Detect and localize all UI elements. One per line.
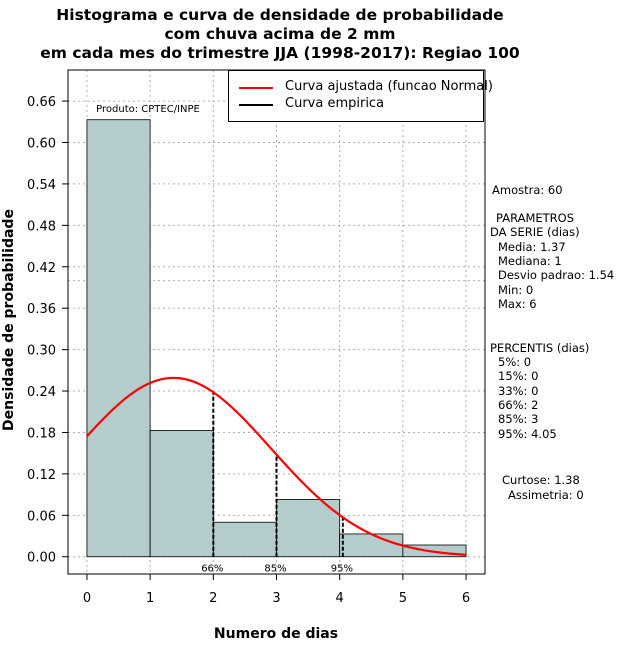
stat-assimetria: Assimetria: 0	[508, 488, 584, 502]
histogram-bar-1	[149, 429, 214, 558]
percentile-label-2: 95%	[331, 564, 353, 575]
y-tick-label: 0.00	[27, 551, 56, 566]
histogram-bar-2	[212, 521, 277, 558]
y-tick-label: 0.42	[27, 261, 56, 276]
axes-layer: 0 1 2 3 4 5 6 0.00 0.06 0.12 0.18 0.24 0.30 0.36 0.42 0…	[27, 95, 470, 606]
x-axis-label: Numero de dias	[214, 626, 338, 642]
y-tick-label: 0.30	[27, 344, 56, 359]
product-label: Produto: CPTEC/INPE	[96, 104, 200, 115]
y-tick-label: 0.06	[27, 509, 56, 524]
stat-param-title-1: PARAMETROS	[496, 211, 575, 225]
x-tick-label: 0	[83, 591, 91, 606]
stat-p85: 85%: 3	[498, 412, 539, 426]
percentile-label-0: 66%	[201, 564, 223, 575]
fitted-line-swatch	[239, 87, 273, 89]
fitted-normal-curve	[86, 376, 467, 556]
y-tick-label: 0.12	[27, 468, 56, 483]
y-tick-label: 0.48	[27, 219, 56, 234]
histogram-bar-4	[339, 533, 404, 558]
stat-p66: 66%: 2	[498, 398, 539, 412]
curve-layer	[86, 376, 467, 556]
x-tick-label: 6	[462, 591, 470, 606]
y-tick-label: 0.18	[27, 426, 56, 441]
percentile-layer: 66% 85% 95%	[201, 392, 353, 575]
y-tick-label: 0.24	[27, 385, 56, 400]
stat-mediana: Mediana: 1	[498, 254, 562, 268]
stat-media: Media: 1.37	[498, 240, 566, 254]
stat-perc-title: PERCENTIS (dias)	[490, 341, 590, 355]
y-axis-label: Densidade de probabilidade	[1, 209, 17, 431]
x-tick-label: 4	[336, 591, 344, 606]
stat-p95: 95%: 4.05	[498, 427, 557, 441]
x-tick-label: 1	[146, 591, 154, 606]
y-tick-label: 0.66	[27, 95, 56, 110]
chart-title-line-3: em cada mes do trimestre JJA (1998-2017)…	[40, 44, 520, 62]
stat-amostra: Amostra: 60	[492, 183, 563, 197]
y-tick-label: 0.54	[27, 178, 56, 193]
chart-title-line-1: Histograma e curva de densidade de proba…	[56, 6, 504, 24]
histogram-bar-0	[86, 119, 151, 558]
stat-param-title-2: DA SERIE (dias)	[490, 225, 580, 239]
histogram-bar-3	[276, 499, 341, 558]
percentile-label-1: 85%	[264, 564, 286, 575]
chart-title-line-2: com chuva acima de 2 mm	[164, 25, 396, 43]
stat-desvio: Desvio padrao: 1.54	[498, 268, 615, 282]
stat-curtose: Curtose: 1.38	[502, 473, 580, 487]
x-tick-label: 2	[209, 591, 217, 606]
stat-p33: 33%: 0	[498, 384, 539, 398]
y-tick-label: 0.36	[27, 302, 56, 317]
empirical-line-swatch	[239, 104, 273, 106]
stat-p15: 15%: 0	[498, 369, 539, 383]
legend-empirical-label: Curva empirica	[285, 96, 385, 111]
legend-fitted-label: Curva ajustada (funcao Normal)	[285, 79, 493, 94]
x-tick-label: 5	[399, 591, 407, 606]
stat-p5: 5%: 0	[498, 355, 532, 369]
x-tick-label: 3	[272, 591, 280, 606]
y-tick-label: 0.60	[27, 136, 56, 151]
stat-min: Min: 0	[498, 283, 534, 297]
legend: Curva ajustada (funcao Normal) Curva emp…	[228, 70, 493, 122]
stat-max: Max: 6	[498, 297, 537, 311]
